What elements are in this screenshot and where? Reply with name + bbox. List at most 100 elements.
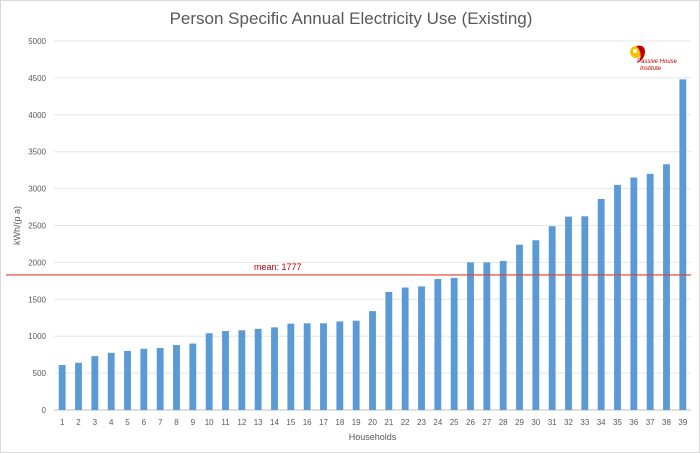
x-tick-label: 7 <box>158 418 163 427</box>
x-tick-label: 25 <box>450 418 459 427</box>
bar <box>75 362 82 410</box>
logo-line-1: Passive House <box>637 59 678 65</box>
x-tick-label: 16 <box>303 418 312 427</box>
bar <box>369 311 376 410</box>
bar <box>205 333 213 410</box>
passive-house-logo-icon <box>630 45 645 63</box>
bar <box>565 216 572 410</box>
x-tick-label: 22 <box>401 418 410 427</box>
bar <box>548 226 556 410</box>
bar <box>91 356 99 410</box>
x-tick-label: 33 <box>580 418 589 427</box>
bar <box>303 323 311 410</box>
bar <box>532 240 540 410</box>
x-tick-label: 3 <box>93 418 98 427</box>
chart-title: Person Specific Annual Electricity Use (… <box>169 9 533 28</box>
x-tick-label: 18 <box>335 418 344 427</box>
bar <box>336 321 344 410</box>
bar <box>107 352 115 410</box>
x-tick-label: 27 <box>482 418 491 427</box>
x-tick-label: 5 <box>125 418 130 427</box>
bar <box>238 330 246 410</box>
y-tick-label: 5000 <box>28 37 46 46</box>
x-tick-label: 15 <box>286 418 295 427</box>
bar <box>401 287 409 410</box>
y-tick-label: 4000 <box>28 111 46 120</box>
y-tick-label: 3500 <box>28 148 46 157</box>
x-tick-label: 28 <box>499 418 508 427</box>
x-tick-label: 8 <box>174 418 179 427</box>
bar <box>581 216 589 410</box>
x-tick-labels: 1 2 3 4 5 6 7 8 9 10 11 12 13 14 15 16 17 18 19 20 21 22 23 24 2… <box>60 418 688 427</box>
x-axis-label: Households <box>349 432 397 442</box>
bar <box>222 331 229 410</box>
bar <box>516 244 523 410</box>
bar <box>352 320 360 410</box>
bar <box>663 164 670 410</box>
bar <box>287 323 295 410</box>
x-tick-label: 30 <box>531 418 540 427</box>
bar <box>254 328 262 410</box>
x-tick-label: 36 <box>629 418 638 427</box>
bar <box>646 173 654 410</box>
y-tick-label: 2000 <box>28 258 46 267</box>
y-tick-label: 4500 <box>28 74 46 83</box>
x-tick-label: 29 <box>515 418 524 427</box>
x-tick-label: 11 <box>221 418 230 427</box>
bar <box>467 262 474 410</box>
bar <box>271 327 278 410</box>
x-tick-label: 35 <box>613 418 622 427</box>
y-tick-labels: 0 500 1000 1500 2000 2500 3000 3500 4000 4500 5000 <box>28 37 46 415</box>
x-tick-label: 24 <box>433 418 442 427</box>
bar <box>140 348 148 410</box>
x-tick-label: 1 <box>60 418 65 427</box>
x-tick-label: 9 <box>191 418 196 427</box>
x-tick-label: 37 <box>646 418 655 427</box>
bar <box>58 364 66 410</box>
x-tick-label: 17 <box>319 418 328 427</box>
y-tick-label: 500 <box>33 369 47 378</box>
bar <box>156 348 164 410</box>
bar <box>418 286 425 410</box>
x-tick-label: 32 <box>564 418 573 427</box>
x-tick-label: 23 <box>417 418 426 427</box>
bar <box>483 262 491 410</box>
x-tick-label: 6 <box>142 418 147 427</box>
x-tick-label: 20 <box>368 418 377 427</box>
bars <box>58 79 687 410</box>
y-tick-label: 1000 <box>28 332 46 341</box>
y-tick-label: 1500 <box>28 295 46 304</box>
bar <box>597 198 605 410</box>
x-tick-label: 2 <box>76 418 81 427</box>
passive-house-logo: Passive House Institute <box>627 43 687 83</box>
bar <box>614 184 621 410</box>
bar <box>679 79 687 410</box>
x-tick-label: 21 <box>384 418 393 427</box>
x-tick-label: 13 <box>254 418 263 427</box>
bar <box>499 260 507 410</box>
bar <box>450 277 458 410</box>
bar <box>434 279 442 410</box>
bar <box>320 323 327 410</box>
bar <box>630 177 638 410</box>
y-tick-label: 0 <box>42 406 47 415</box>
logo-line-2: Institute <box>640 66 662 72</box>
x-tick-label: 12 <box>237 418 246 427</box>
bar <box>124 350 131 410</box>
bar <box>385 291 393 410</box>
y-axis-label: kWh/(p a) <box>12 206 22 245</box>
x-tick-label: 26 <box>466 418 475 427</box>
x-tick-label: 31 <box>548 418 557 427</box>
bar <box>173 345 180 410</box>
y-tick-label: 2500 <box>28 222 46 231</box>
y-tick-label: 3000 <box>28 185 46 194</box>
x-tick-label: 19 <box>352 418 361 427</box>
x-tick-label: 39 <box>678 418 687 427</box>
x-tick-label: 4 <box>109 418 114 427</box>
x-tick-label: 10 <box>205 418 214 427</box>
x-tick-label: 14 <box>270 418 279 427</box>
x-tick-label: 34 <box>597 418 606 427</box>
mean-label: mean: 1777 <box>254 262 302 272</box>
bar <box>189 343 197 410</box>
